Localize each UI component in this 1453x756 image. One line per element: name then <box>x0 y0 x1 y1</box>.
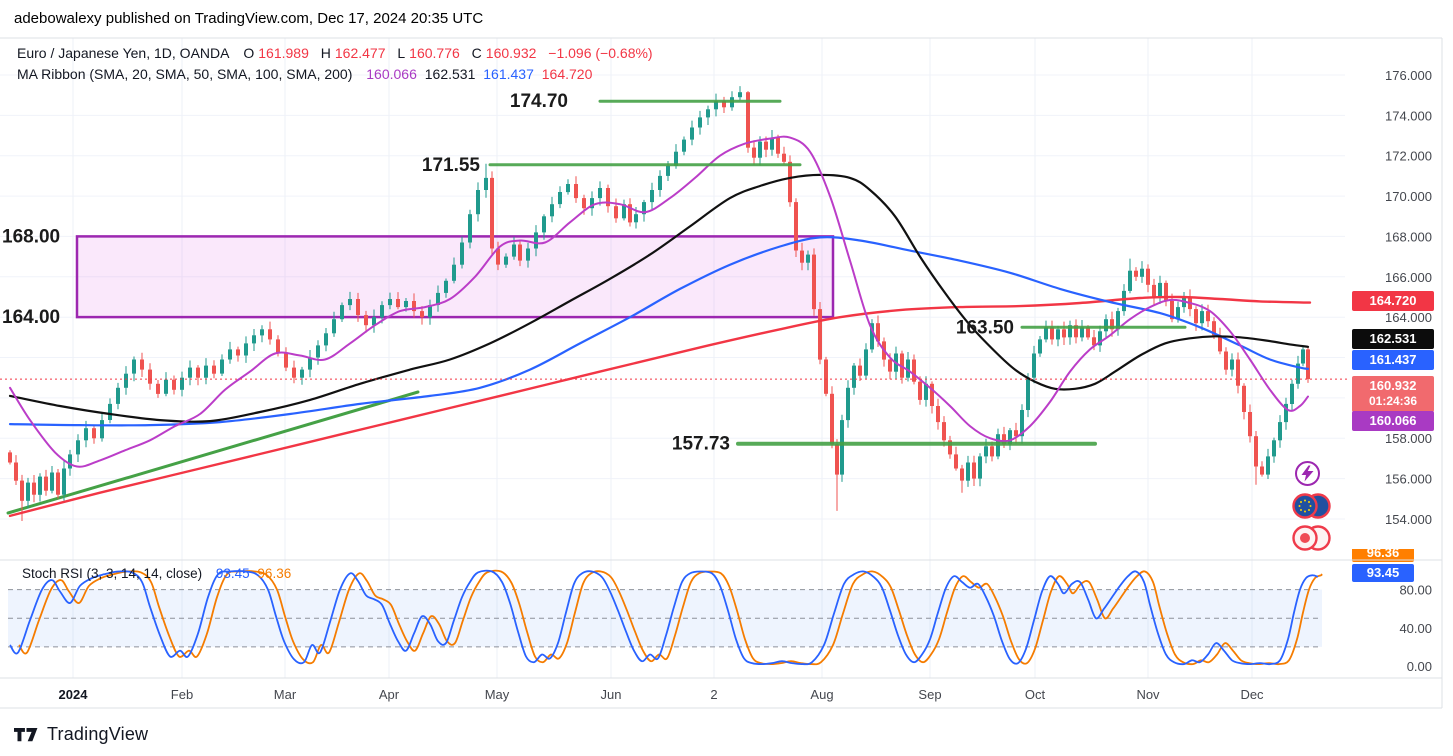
time-axis-label-2[interactable]: 2 <box>710 687 717 702</box>
price-axis-label[interactable]: 176.000 <box>1385 68 1432 83</box>
time-axis-label-Oct[interactable]: Oct <box>1025 687 1046 702</box>
sma50-value: 162.531 <box>424 66 476 82</box>
stoch-rsi-legend-row[interactable]: Stoch RSI (3, 3, 14, 14, close) 93.45 96… <box>22 566 295 581</box>
price-axis-label[interactable]: 164.000 <box>1385 310 1432 325</box>
stoch-k-value: 93.45 <box>215 566 250 581</box>
ma-ribbon-legend-row[interactable]: MA Ribbon (SMA, 20, SMA, 50, SMA, 100, S… <box>17 66 596 82</box>
time-axis-label-Sep[interactable]: Sep <box>918 687 941 702</box>
sma100-value: 161.437 <box>483 66 534 82</box>
price-axis-label[interactable]: 174.000 <box>1385 108 1432 123</box>
close-label: C <box>471 45 482 61</box>
price-axis-label[interactable]: 156.000 <box>1385 472 1432 487</box>
sma200-value: 164.720 <box>541 66 593 82</box>
stoch-d-value: 96.36 <box>257 566 292 581</box>
symbol-legend-row[interactable]: Euro / Japanese Yen, 1D, OANDA O 161.989 … <box>17 45 657 61</box>
time-axis-label-Feb[interactable]: Feb <box>171 687 193 702</box>
stoch-d-tag-clipped: 96.36 <box>1352 549 1414 562</box>
symbol-title[interactable]: Euro / Japanese Yen, 1D, OANDA <box>17 45 230 61</box>
price-axis-label[interactable]: 172.000 <box>1385 149 1432 164</box>
level-label-171.55[interactable]: 171.55 <box>422 155 481 176</box>
stoch-axis-label[interactable]: 0.00 <box>1407 659 1432 674</box>
sma20-value: 160.066 <box>366 66 417 82</box>
time-axis-label-Apr[interactable]: Apr <box>379 687 400 702</box>
price-tag-160.932: 160.932 01:24:36 <box>1352 376 1434 412</box>
time-axis-label-Mar[interactable]: Mar <box>274 687 297 702</box>
level-label-157.73[interactable]: 157.73 <box>672 434 730 455</box>
stoch-rsi-title[interactable]: Stoch RSI (3, 3, 14, 14, close) <box>22 566 203 581</box>
eu-flag-event-icon[interactable] <box>1291 491 1333 521</box>
low-label: L <box>397 45 406 61</box>
time-axis-label-Dec[interactable]: Dec <box>1240 687 1264 702</box>
price-tag-162.531: 162.531 <box>1352 329 1434 349</box>
lightning-event-icon[interactable] <box>1294 460 1321 487</box>
box-label-164.00: 164.00 <box>2 307 60 328</box>
price-axis-label[interactable]: 168.000 <box>1385 229 1432 244</box>
price-axis-label[interactable]: 154.000 <box>1385 512 1432 527</box>
price-axis-label[interactable]: 166.000 <box>1385 270 1432 285</box>
price-tag-160.066: 160.066 <box>1352 411 1434 431</box>
tradingview-logo[interactable]: TradingView <box>14 724 148 745</box>
high-value: 162.477 <box>334 45 386 61</box>
high-label: H <box>320 45 331 61</box>
watermark: adebowalexy published on TradingView.com… <box>14 10 484 27</box>
tradingview-logo-mark <box>14 727 38 741</box>
time-axis-label-Aug[interactable]: Aug <box>810 687 833 702</box>
dot-event-icon[interactable] <box>1291 523 1333 553</box>
price-tag-164.720: 164.720 <box>1352 291 1434 311</box>
close-value: 160.932 <box>485 45 537 61</box>
open-value: 161.989 <box>258 45 309 61</box>
level-label-163.50[interactable]: 163.50 <box>956 317 1014 338</box>
time-axis-label-Jun[interactable]: Jun <box>601 687 622 702</box>
open-label: O <box>243 45 255 61</box>
ma-ribbon-title[interactable]: MA Ribbon (SMA, 20, SMA, 50, SMA, 100, S… <box>17 66 353 82</box>
stoch-axis-label[interactable]: 40.00 <box>1399 621 1432 636</box>
stoch-axis-label[interactable]: 80.00 <box>1399 583 1432 598</box>
countdown-timer: 01:24:36 <box>1368 394 1418 408</box>
stoch-k-tag: 93.45 <box>1352 564 1414 582</box>
time-axis-label-Nov[interactable]: Nov <box>1136 687 1160 702</box>
tradingview-logo-text: TradingView <box>47 724 149 744</box>
price-tag-161.437: 161.437 <box>1352 350 1434 370</box>
box-label-168.00: 168.00 <box>2 226 60 247</box>
time-axis-label-2024[interactable]: 2024 <box>59 687 89 702</box>
time-axis-label-May[interactable]: May <box>485 687 510 702</box>
change-value: −1.096 (−0.68%) <box>548 45 653 61</box>
price-axis-label[interactable]: 170.000 <box>1385 189 1432 204</box>
level-label-174.70[interactable]: 174.70 <box>510 91 568 112</box>
low-value: 160.776 <box>409 45 460 61</box>
price-axis-label[interactable]: 158.000 <box>1385 431 1432 446</box>
